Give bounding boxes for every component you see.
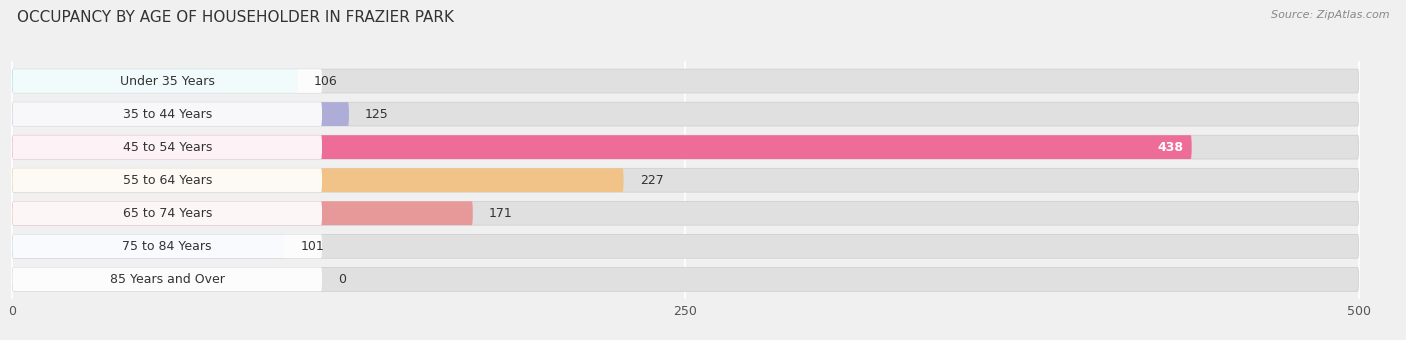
FancyBboxPatch shape [13,69,1358,93]
Text: 55 to 64 Years: 55 to 64 Years [122,174,212,187]
FancyBboxPatch shape [13,102,349,126]
Text: 227: 227 [640,174,664,187]
Text: 438: 438 [1157,141,1184,154]
Text: 0: 0 [339,273,346,286]
FancyBboxPatch shape [13,69,298,93]
Text: OCCUPANCY BY AGE OF HOUSEHOLDER IN FRAZIER PARK: OCCUPANCY BY AGE OF HOUSEHOLDER IN FRAZI… [17,10,454,25]
FancyBboxPatch shape [13,168,322,192]
Text: 101: 101 [301,240,325,253]
Text: 75 to 84 Years: 75 to 84 Years [122,240,212,253]
FancyBboxPatch shape [13,135,1358,159]
FancyBboxPatch shape [13,102,1358,126]
Text: 45 to 54 Years: 45 to 54 Years [122,141,212,154]
FancyBboxPatch shape [13,201,322,225]
Text: 125: 125 [366,107,389,121]
Text: Under 35 Years: Under 35 Years [120,74,215,87]
FancyBboxPatch shape [13,168,624,192]
Text: 35 to 44 Years: 35 to 44 Years [122,107,212,121]
Text: 171: 171 [489,207,513,220]
FancyBboxPatch shape [13,268,1358,291]
FancyBboxPatch shape [13,201,472,225]
FancyBboxPatch shape [13,234,1358,258]
Text: 85 Years and Over: 85 Years and Over [110,273,225,286]
FancyBboxPatch shape [13,234,322,258]
FancyBboxPatch shape [13,135,1192,159]
FancyBboxPatch shape [13,234,284,258]
Text: 106: 106 [314,74,337,87]
Text: 65 to 74 Years: 65 to 74 Years [122,207,212,220]
FancyBboxPatch shape [13,102,322,126]
FancyBboxPatch shape [13,69,322,93]
FancyBboxPatch shape [13,268,322,291]
FancyBboxPatch shape [13,135,322,159]
FancyBboxPatch shape [13,201,1358,225]
FancyBboxPatch shape [13,168,1358,192]
Text: Source: ZipAtlas.com: Source: ZipAtlas.com [1271,10,1389,20]
